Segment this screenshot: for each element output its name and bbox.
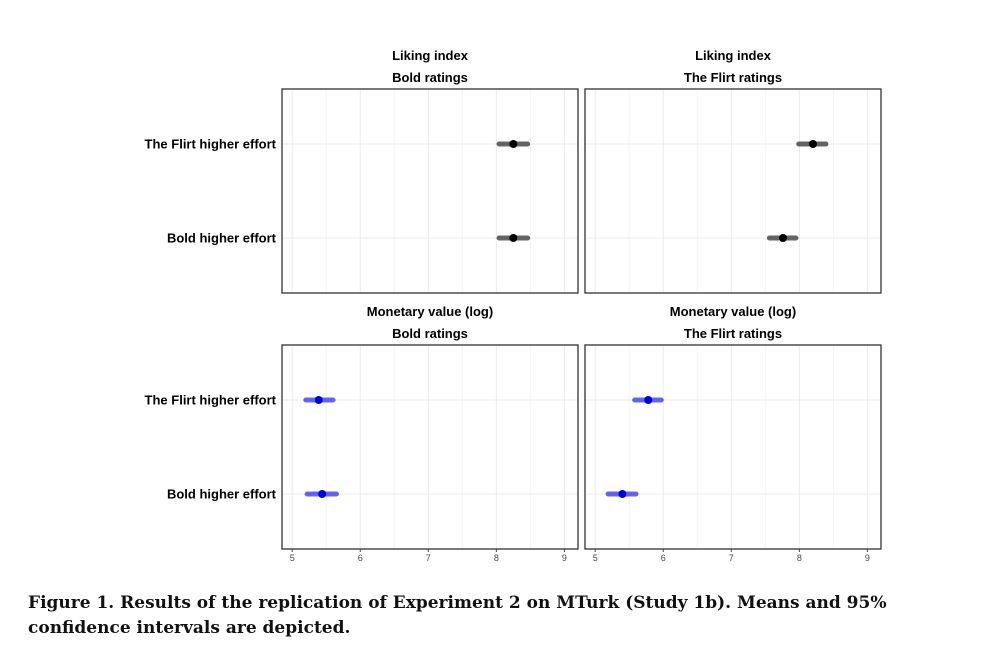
figure-caption: Figure 1. Results of the replication of …	[28, 593, 887, 638]
panel-subtitle: The Flirt ratings	[684, 326, 782, 341]
x-tick-label: 7	[729, 553, 734, 563]
mean-point	[314, 396, 323, 404]
panel-border	[281, 88, 579, 294]
panel-subtitle: Bold ratings	[392, 70, 468, 85]
category-label: The Flirt higher effort	[145, 393, 277, 408]
x-tick-label: 8	[797, 553, 802, 563]
mean-point	[644, 396, 653, 404]
panel-title: Liking index	[392, 48, 469, 63]
x-tick-label: 9	[562, 553, 567, 563]
panel-title: Monetary value (log)	[367, 304, 493, 319]
x-tick-label: 6	[358, 553, 363, 563]
mean-point	[509, 140, 518, 148]
x-tick-label: 8	[494, 553, 499, 563]
category-label: Bold higher effort	[167, 231, 277, 246]
x-tick-label: 6	[661, 553, 666, 563]
x-tick-label: 5	[290, 553, 295, 563]
category-label: Bold higher effort	[167, 487, 277, 502]
panel-title: Monetary value (log)	[670, 304, 796, 319]
panel-border	[584, 88, 882, 294]
x-tick-label: 7	[426, 553, 431, 563]
mean-point	[808, 140, 817, 148]
mean-point	[509, 234, 518, 242]
panel-border	[281, 344, 579, 550]
panel-border	[584, 344, 882, 550]
x-tick-label: 5	[593, 553, 598, 563]
panel-subtitle: Bold ratings	[392, 326, 468, 341]
mean-point	[318, 490, 327, 498]
mean-point	[618, 490, 627, 498]
x-tick-label: 9	[865, 553, 870, 563]
panel-title: Liking index	[695, 48, 772, 63]
category-label: The Flirt higher effort	[145, 137, 277, 152]
mean-point	[779, 234, 788, 242]
panel-subtitle: The Flirt ratings	[684, 70, 782, 85]
figure-panels: Liking index Bold ratings The Flirt higher…	[145, 48, 882, 563]
